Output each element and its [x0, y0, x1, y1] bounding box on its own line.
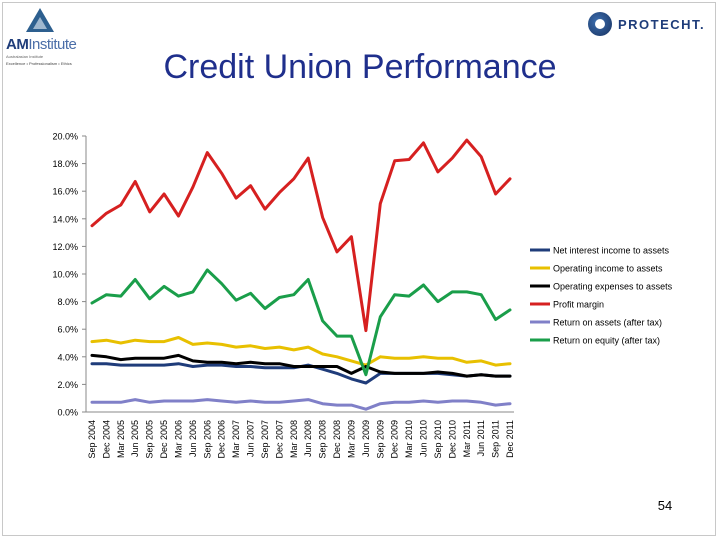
x-tick-label: Dec 2007	[274, 420, 284, 459]
x-tick-label: Sep 2005	[145, 420, 155, 459]
x-tick-label: Mar 2007	[231, 420, 241, 458]
x-tick-label: Mar 2005	[116, 420, 126, 458]
x-tick-label: Jun 2006	[188, 420, 198, 457]
logo-left-subtitle: Australasian Institute	[6, 54, 44, 59]
x-tick-label: Dec 2011	[505, 420, 515, 458]
legend-label: Net interest income to assets	[553, 246, 670, 256]
page-title: Credit Union Performance	[163, 48, 557, 86]
x-tick-label: Jun 2011	[476, 420, 486, 456]
x-tick-label: Dec 2006	[217, 420, 227, 459]
x-tick-label: Sep 2004	[87, 420, 97, 459]
y-tick-label: 0.0%	[57, 408, 78, 418]
x-tick-label: Dec 2008	[332, 420, 342, 459]
x-tick-label: Jun 2008	[303, 420, 313, 457]
x-tick-label: Jun 2009	[361, 420, 371, 457]
y-tick-label: 10.0%	[52, 270, 78, 280]
x-tick-label: Sep 2009	[375, 420, 385, 459]
x-tick-label: Sep 2008	[318, 420, 328, 459]
x-tick-label: Dec 2004	[101, 420, 111, 459]
legend-label: Return on equity (after tax)	[553, 336, 660, 346]
y-tick-label: 16.0%	[52, 187, 78, 197]
legend-label: Return on assets (after tax)	[553, 318, 662, 328]
x-tick-label: Dec 2009	[390, 420, 400, 459]
x-tick-label: Jun 2005	[130, 420, 140, 457]
x-tick-label: Sep 2010	[433, 420, 443, 459]
x-tick-label: Sep 2006	[202, 420, 212, 459]
am-institute-logo: AMInstitute Australasian Institute Excel…	[6, 8, 86, 66]
logo-triangle-inner-icon	[33, 17, 47, 29]
series-line-3	[90, 353, 512, 378]
x-tick-label: Mar 2006	[173, 420, 183, 458]
series-line-2	[90, 336, 512, 367]
legend-label: Operating income to assets	[553, 264, 663, 274]
series-line-4	[90, 138, 512, 333]
x-tick-label: Sep 2007	[260, 420, 270, 459]
y-tick-label: 20.0%	[52, 132, 78, 142]
y-tick-label: 14.0%	[52, 214, 78, 224]
legend-label: Profit margin	[553, 300, 604, 310]
x-tick-label: Jun 2010	[419, 420, 429, 457]
globe-icon	[588, 12, 612, 36]
y-tick-label: 8.0%	[57, 297, 78, 307]
page-number: 54	[657, 498, 673, 513]
y-tick-label: 12.0%	[52, 242, 78, 252]
logo-left-tagline: Excellence • Professionalism • Ethics	[6, 61, 72, 66]
logo-left-name: AMInstitute	[6, 36, 77, 53]
x-tick-label: Jun 2007	[246, 420, 256, 457]
y-tick-label: 18.0%	[52, 159, 78, 169]
y-tick-label: 4.0%	[57, 352, 78, 362]
x-tick-label: Mar 2010	[404, 420, 414, 458]
x-tick-label: Dec 2005	[159, 420, 169, 459]
y-tick-label: 6.0%	[57, 325, 78, 335]
x-tick-label: Mar 2008	[289, 420, 299, 458]
x-tick-label: Dec 2010	[447, 420, 457, 459]
x-tick-label: Sep 2011	[491, 420, 501, 458]
legend-label: Operating expenses to assets	[553, 282, 673, 292]
series-line-5	[90, 398, 512, 411]
logo-right-name: PROTECHT.	[618, 17, 706, 32]
x-tick-label: Mar 2011	[462, 420, 472, 457]
y-tick-label: 2.0%	[57, 380, 78, 390]
series-line-6	[90, 268, 512, 377]
x-tick-label: Mar 2009	[346, 420, 356, 458]
protecht-logo: PROTECHT.	[588, 8, 708, 40]
